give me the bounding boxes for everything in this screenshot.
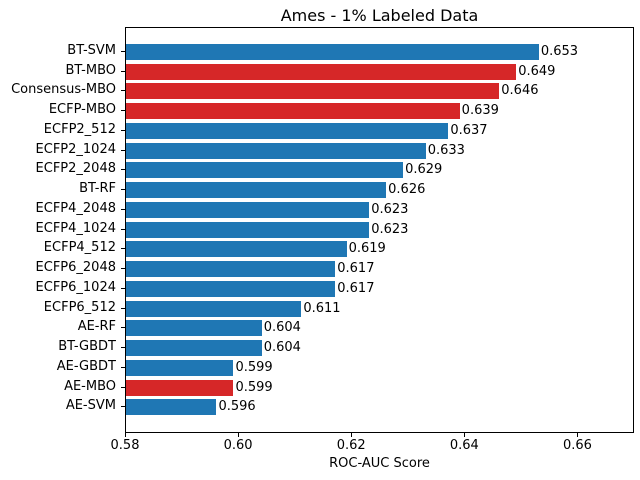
bar-value-label: 0.637	[450, 122, 488, 138]
bar-value-label: 0.604	[263, 320, 301, 336]
bar-ae-svm	[126, 399, 217, 416]
x-axis-label: ROC-AUC Score	[329, 456, 430, 471]
bar-value-label: 0.633	[427, 142, 465, 158]
bar-value-label: 0.617	[337, 280, 375, 296]
y-tick-mark	[121, 366, 125, 368]
y-tick-label: BT-RF	[79, 181, 116, 197]
bar-ecfp6_512	[126, 300, 302, 317]
x-tick-mark	[464, 433, 466, 437]
x-tick-mark	[238, 433, 240, 437]
y-tick-mark	[121, 208, 125, 210]
y-tick-label: ECFP4_2048	[35, 200, 116, 216]
bar-value-label: 0.623	[371, 221, 409, 237]
y-tick-mark	[121, 268, 125, 270]
bar-ae-rf	[126, 320, 262, 337]
bar-bt-gbdt	[126, 340, 262, 357]
bar-ecfp4_2048	[126, 201, 370, 218]
bar-value-label: 0.653	[540, 44, 579, 59]
bar-value-label: 0.619	[348, 241, 386, 257]
bar-ecfp4_1024	[126, 221, 370, 238]
bar-ecfp4_512	[126, 241, 347, 258]
plot-area: 0.653 0.649 0.646 0.639 0.637 0.633 0.629 0.626…	[125, 27, 634, 433]
y-tick-mark	[121, 347, 125, 349]
y-tick-mark	[121, 51, 125, 52]
bar-value-label: 0.626	[388, 182, 426, 198]
bar-value-label: 0.604	[263, 340, 301, 356]
bar-bt-rf	[126, 182, 387, 199]
y-tick-mark	[121, 70, 125, 72]
bar-value-label: 0.639	[461, 103, 499, 119]
y-tick-label: ECFP-MBO	[48, 102, 116, 118]
bar-ecfp2_2048	[126, 162, 404, 179]
bar-ecfp2_1024	[126, 142, 426, 159]
bar-value-label: 0.599	[235, 379, 273, 395]
y-tick-mark	[121, 406, 125, 408]
y-tick-label: ECFP2_2048	[35, 161, 116, 177]
x-tick-label: 0.60	[223, 438, 253, 453]
y-tick-label: ECFP4_1024	[35, 220, 116, 236]
y-tick-label: BT-GBDT	[58, 339, 116, 355]
bar-consensus-mbo	[126, 83, 500, 100]
y-tick-label: Consensus-MBO	[11, 82, 116, 98]
bar-ae-mbo	[126, 379, 234, 396]
bar-bt-svm	[126, 44, 539, 60]
bar-value-label: 0.629	[405, 162, 443, 178]
y-tick-label: ECFP6_512	[43, 299, 116, 315]
y-tick-mark	[121, 149, 125, 151]
bar-value-label: 0.646	[501, 83, 539, 99]
y-tick-mark	[121, 327, 125, 329]
y-tick-label: AE-MBO	[64, 378, 116, 394]
bar-ecfp6_2048	[126, 261, 336, 278]
chart-title: Ames - 1% Labeled Data	[280, 6, 479, 25]
y-tick-label: BT-SVM	[67, 43, 116, 58]
x-tick-label: 0.66	[562, 438, 592, 453]
bar-value-label: 0.649	[518, 63, 556, 79]
x-tick-label: 0.64	[449, 438, 479, 453]
bar-ecfp-mbo	[126, 103, 460, 120]
y-tick-mark	[121, 307, 125, 309]
y-tick-mark	[121, 287, 125, 289]
y-tick-mark	[121, 169, 125, 171]
y-tick-label: ECFP6_2048	[35, 260, 116, 276]
bar-value-label: 0.617	[337, 261, 375, 277]
x-tick-mark	[351, 433, 353, 437]
y-tick-label: ECFP6_1024	[35, 279, 116, 295]
y-tick-label: ECFP2_1024	[35, 141, 116, 157]
y-tick-mark	[121, 90, 125, 92]
bar-value-label: 0.623	[371, 201, 409, 217]
y-tick-mark	[121, 386, 125, 388]
y-tick-label: AE-RF	[77, 319, 116, 335]
x-tick-label: 0.58	[110, 438, 140, 453]
y-tick-label: AE-SVM	[65, 398, 116, 414]
bar-ae-gbdt	[126, 359, 234, 376]
bar-value-label: 0.611	[303, 300, 341, 316]
y-tick-mark	[121, 110, 125, 112]
bar-bt-mbo	[126, 63, 517, 80]
bar-value-label: 0.596	[218, 399, 256, 415]
bar-ecfp6_1024	[126, 280, 336, 297]
y-tick-mark	[121, 189, 125, 191]
y-tick-mark	[121, 129, 125, 131]
y-tick-label: BT-MBO	[65, 62, 117, 78]
y-tick-mark	[121, 248, 125, 250]
y-tick-label: AE-GBDT	[56, 358, 116, 374]
y-tick-label: ECFP2_512	[43, 121, 116, 137]
bar-ecfp2_512	[126, 122, 449, 139]
x-tick-label: 0.62	[336, 438, 366, 453]
x-tick-mark	[577, 433, 579, 437]
y-tick-label: ECFP4_512	[43, 240, 116, 256]
y-tick-mark	[121, 228, 125, 230]
x-tick-mark	[125, 433, 126, 437]
bar-value-label: 0.599	[235, 359, 273, 375]
